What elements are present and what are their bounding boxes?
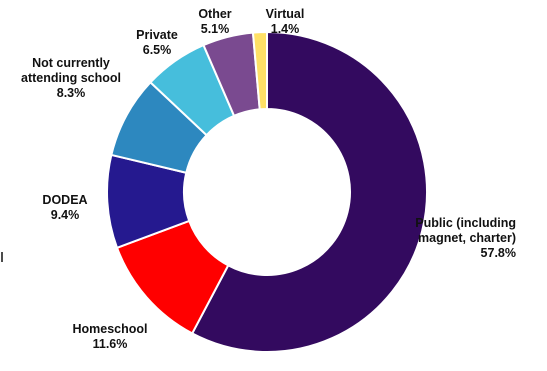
- label-not-currently-attending-school: Not currently attending school 8.3%: [21, 56, 121, 100]
- slice-name-line: Virtual: [266, 7, 305, 21]
- slice-percent: 6.5%: [143, 43, 172, 57]
- slice-percent: 11.6%: [93, 337, 128, 351]
- slice-name-line: magnet, charter): [418, 231, 516, 245]
- donut-slices: [106, 30, 428, 353]
- slice-name-line: Other: [198, 7, 231, 21]
- slice-labels: Public (including magnet, charter) 57.8% Ho…: [21, 7, 516, 351]
- label-public-including-magnet-charter: Public (including magnet, charter) 57.8%: [415, 216, 516, 260]
- label-dodea: DODEA 9.4%: [42, 193, 87, 222]
- slice-name-line: Not currently: [32, 56, 110, 70]
- slice-percent: 9.4%: [51, 208, 80, 222]
- slice-percent: 1.4%: [271, 22, 300, 36]
- slice-percent: 8.3%: [57, 86, 86, 100]
- label-virtual: Virtual 1.4%: [266, 7, 305, 36]
- slice-name-line: DODEA: [42, 193, 87, 207]
- label-private: Private 6.5%: [136, 28, 178, 57]
- label-other: Other 5.1%: [198, 7, 231, 36]
- slice-percent: 57.8%: [481, 246, 516, 260]
- label-homeschool: Homeschool 11.6%: [72, 322, 147, 351]
- slice-percent: 5.1%: [201, 22, 230, 36]
- slice-name-line: Public (including: [415, 216, 516, 230]
- slice-virtual: [251, 30, 268, 111]
- slice-name-line: Homeschool: [72, 322, 147, 336]
- slice-name-line: attending school: [21, 71, 121, 85]
- slice-public-including-magnet-charter: [190, 30, 428, 353]
- slice-name-line: Private: [136, 28, 178, 42]
